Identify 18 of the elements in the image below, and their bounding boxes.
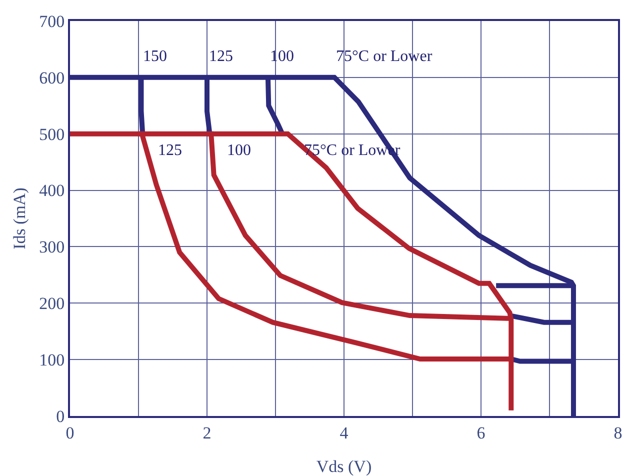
y-tick-label: 0 — [56, 406, 65, 426]
x-tick-label: 6 — [476, 423, 486, 442]
x-tick-label: 2 — [202, 423, 212, 442]
y-axis-title: Ids (mA) — [10, 188, 29, 250]
x-tick-label: 8 — [614, 423, 622, 442]
x-tick-label: 4 — [340, 423, 349, 442]
annotation: 150 — [143, 48, 167, 65]
y-tick-label: 600 — [39, 68, 65, 88]
y-tick-label: 400 — [39, 181, 65, 200]
x-axis-title: Vds (V) — [316, 457, 372, 476]
y-tick-label: 300 — [39, 238, 65, 257]
y-tick-label: 700 — [39, 12, 65, 31]
annotation: 125 — [209, 48, 233, 65]
annotation: 125 — [158, 142, 182, 159]
y-tick-label: 200 — [39, 294, 65, 314]
y-tick-label: 100 — [39, 350, 65, 370]
annotation: 100 — [227, 142, 251, 159]
y-tick-label: 500 — [39, 124, 65, 144]
